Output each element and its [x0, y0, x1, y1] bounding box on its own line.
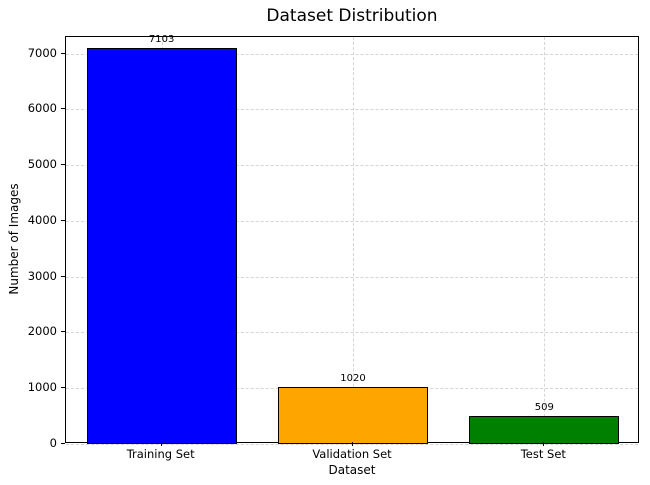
bar-training-set: [86, 47, 237, 444]
y-tick-mark: [61, 331, 65, 333]
gridline-horizontal: [66, 276, 638, 278]
y-tick-label: 2000: [27, 324, 57, 339]
y-tick-label: 7000: [27, 45, 57, 60]
x-axis-label: Dataset: [328, 463, 376, 477]
gridline-horizontal: [66, 53, 638, 55]
gridline-vertical: [353, 37, 354, 442]
y-tick-mark: [61, 275, 65, 277]
x-tick-label: Training Set: [126, 447, 195, 461]
x-tick-mark: [352, 442, 353, 446]
gridline-horizontal: [66, 220, 638, 222]
chart-title: Dataset Distribution: [266, 6, 438, 26]
gridline-horizontal: [66, 332, 638, 334]
gridline-horizontal: [66, 165, 638, 167]
y-tick-mark: [61, 387, 65, 389]
bar-validation-set: [278, 387, 428, 444]
bar-value-label: 509: [534, 401, 554, 413]
bar-test-set: [469, 415, 620, 444]
y-tick-mark: [61, 52, 65, 54]
y-tick-label: 6000: [27, 101, 57, 116]
y-tick-label: 0: [49, 436, 57, 450]
gridline-horizontal: [66, 109, 638, 111]
y-tick-label: 1000: [27, 380, 57, 395]
x-tick-label: Test Set: [520, 447, 566, 461]
bar-value-label: 7103: [148, 33, 175, 45]
bar-value-label: 1020: [340, 373, 366, 385]
plot-area: 7103 1020 509: [65, 33, 639, 445]
gridline-vertical: [544, 37, 546, 442]
y-tick-label: 5000: [27, 157, 57, 172]
x-tick-mark: [160, 442, 162, 446]
y-tick-label: 3000: [27, 268, 57, 283]
y-tick-label: 4000: [27, 212, 57, 227]
y-tick-mark: [61, 108, 65, 110]
y-tick-mark: [61, 443, 65, 444]
x-tick-mark: [543, 442, 545, 446]
y-tick-mark: [61, 164, 65, 166]
y-tick-mark: [61, 219, 65, 221]
x-tick-label: Validation Set: [312, 447, 392, 461]
